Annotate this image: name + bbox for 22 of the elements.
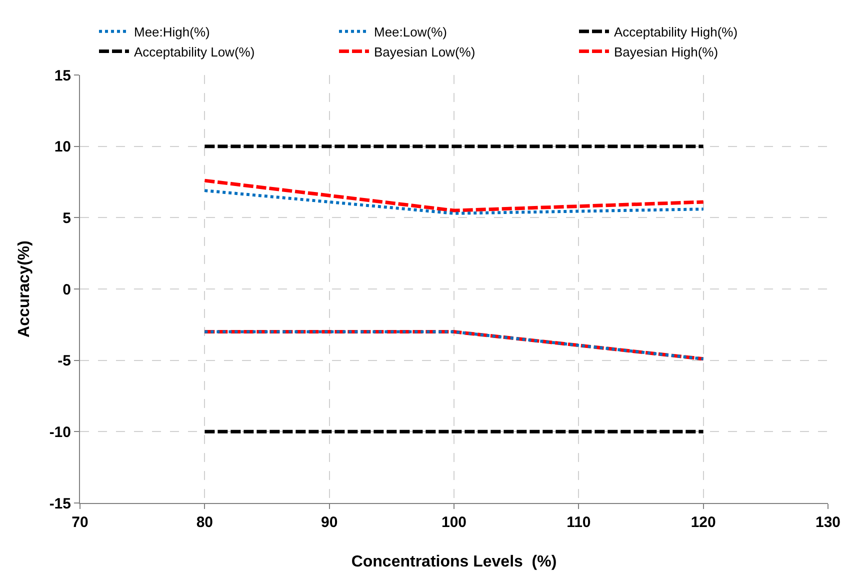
- legend-label: Mee:High(%): [134, 24, 210, 40]
- x-tick-label: 120: [690, 514, 716, 531]
- x-tick-label: 130: [815, 514, 841, 531]
- x-tick-label: 80: [196, 514, 214, 531]
- y-tick-label: 10: [54, 138, 71, 156]
- y-tick-label: 15: [54, 67, 71, 84]
- x-tick-label: 100: [441, 514, 467, 531]
- x-tick-label: 110: [566, 514, 591, 531]
- y-tick-label: -15: [49, 495, 71, 512]
- x-tick-label: 90: [320, 514, 338, 531]
- y-tick-label: 0: [62, 281, 71, 298]
- x-axis-title: Concentrations Levels (%): [351, 554, 557, 571]
- legend-label: Bayesian High(%): [614, 44, 718, 60]
- legend-label: Bayesian Low(%): [374, 44, 476, 60]
- y-axis-title: Accuracy(%): [16, 240, 34, 338]
- y-tick-label: 5: [62, 210, 71, 227]
- y-tick-label: -5: [58, 352, 71, 370]
- legend-label: Mee:Low(%): [374, 24, 447, 40]
- legend-label: Acceptability High(%): [614, 24, 738, 40]
- y-tick-label: -10: [49, 424, 71, 441]
- x-tick-label: 70: [72, 514, 88, 531]
- legend-label: Acceptability Low(%): [134, 44, 255, 60]
